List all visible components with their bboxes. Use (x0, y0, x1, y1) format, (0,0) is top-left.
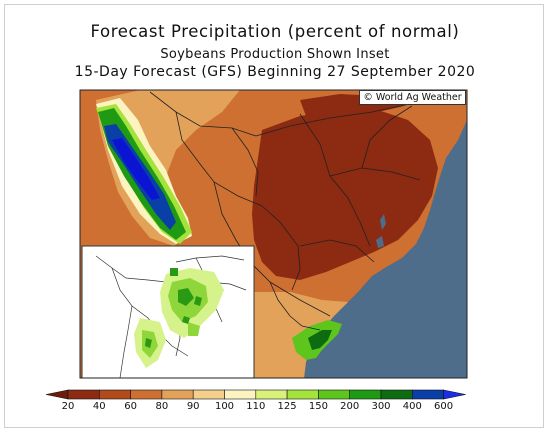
legend-tick-label: 600 (434, 401, 454, 412)
soybean-production-inset (81, 245, 255, 379)
map-border (79, 89, 468, 379)
reservoir-lake (376, 236, 384, 248)
legend-low-arrow (45, 389, 69, 400)
legend-tick-label: 300 (371, 401, 391, 412)
legend-tick-label: 100 (214, 401, 235, 412)
legend-tick-label: 200 (340, 401, 360, 412)
legend-tick-label: 80 (155, 401, 169, 412)
copyright-label: © World Ag Weather (359, 90, 466, 105)
map-title: Forecast Precipitation (percent of norma… (90, 22, 460, 41)
legend-color-cell (318, 389, 350, 400)
legend-color-cell (161, 389, 194, 400)
soy-area-dense (145, 268, 202, 348)
legend-tick-label: 400 (402, 401, 422, 412)
legend-tick-label: 40 (92, 401, 106, 412)
precip-zone-20-40-core (252, 110, 438, 280)
legend-tick-label: 110 (246, 401, 266, 412)
legend-color-cell (286, 389, 319, 400)
map-subtitle: Soybeans Production Shown Inset (160, 47, 390, 62)
legend-color-cell (192, 389, 225, 400)
legend-color-cell (380, 389, 413, 400)
legend-tick-label: 20 (61, 401, 75, 412)
map-forecast-period: 15-Day Forecast (GFS) Beginning 27 Septe… (74, 64, 476, 80)
legend-color-cell (130, 389, 163, 400)
legend-color-cell (224, 389, 257, 400)
reservoir-lake (380, 214, 386, 230)
legend-color-cell (349, 389, 382, 400)
precip-zone-200-uruguay (308, 330, 332, 350)
legend-color-cell (255, 389, 288, 400)
legend-high-arrow (443, 389, 466, 400)
legend-color-cell (411, 389, 444, 400)
legend-color-cell (99, 389, 131, 400)
legend-tick-label: 60 (124, 401, 137, 412)
legend-tick-label: 150 (308, 401, 328, 412)
legend-tick-label: 125 (277, 401, 297, 412)
precip-zone-600 (112, 138, 160, 200)
legend-color-cell (67, 389, 100, 400)
legend-tick-label: 90 (186, 401, 200, 412)
